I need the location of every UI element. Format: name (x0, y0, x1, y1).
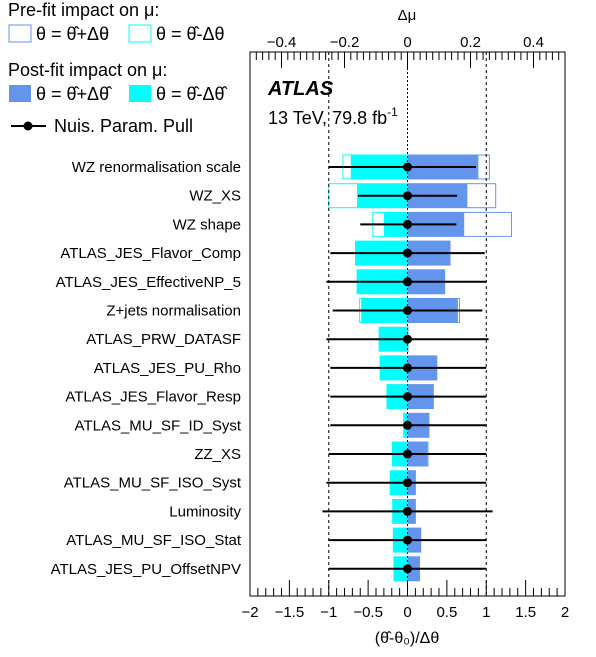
top-tick-label: −0.4 (267, 34, 297, 51)
parameter-label: WZ shape (173, 216, 241, 233)
parameter-label: ATLAS_PRW_DATASF (86, 331, 241, 348)
parameter-label: Luminosity (169, 503, 241, 520)
pull-marker (403, 162, 412, 172)
legend-postfit-up-label: θ = θ̂+Δθ̂ (36, 84, 112, 104)
pull-marker (403, 306, 412, 315)
parameter-label: ATLAS_MU_SF_ISO_Syst (64, 475, 242, 492)
top-axis: −0.4 −0.2 0 0.2 0.4 (249, 34, 566, 68)
bottom-tick-label: 2 (561, 604, 569, 621)
bottom-tick-label: 0 (403, 604, 411, 621)
bottom-tick-label: −0.5 (353, 604, 383, 621)
pull-marker (403, 219, 412, 229)
legend-postfit-down-swatch (129, 85, 151, 102)
parameter-label: Z+jets normalisation (106, 303, 241, 320)
top-axis-title: Δμ (398, 7, 417, 24)
parameter-label: ATLAS_MU_SF_ID_Syst (75, 417, 242, 434)
pull-marker (403, 191, 412, 201)
pull-marker (403, 420, 412, 430)
bottom-axis: −2 −1.5 −1 −0.5 0 0.5 1 1.5 2 (241, 580, 569, 621)
energy-label-text: 13 TeV, 79.8 fb (268, 108, 387, 128)
legend-postfit-up-swatch (9, 85, 31, 102)
parameter-label: ATLAS_JES_EffectiveNP_5 (56, 274, 241, 291)
pull-marker (403, 506, 412, 516)
pull-marker (403, 478, 412, 488)
atlas-label: ATLAS (267, 78, 334, 100)
energy-label-sup: -1 (387, 105, 398, 119)
bottom-tick-label: 1.5 (515, 604, 536, 621)
bottom-tick-label: −1 (320, 604, 337, 621)
pull-marker (403, 277, 412, 287)
parameter-label: ATLAS_MU_SF_ISO_Stat (66, 532, 242, 549)
top-tick-label: 0 (403, 34, 411, 51)
parameter-label: ATLAS_JES_PU_Rho (94, 360, 241, 377)
pull-marker (403, 392, 412, 402)
reference-lines (328, 52, 487, 596)
parameter-label: ATLAS_JES_Flavor_Comp (60, 245, 241, 262)
legend-prefit-down-swatch (128, 24, 152, 43)
top-tick-label: 0.4 (523, 34, 544, 51)
parameter-label: ATLAS_JES_Flavor_Resp (65, 389, 241, 406)
parameter-label: ZZ_XS (194, 446, 241, 463)
legend-postfit-down-label: θ = θ̂-Δθ̂ (156, 84, 228, 104)
pull-markers (322, 162, 493, 574)
legend-prefit-up-label: θ = θ̂+Δθ (36, 24, 109, 44)
bottom-tick-label: 0.5 (436, 604, 457, 621)
parameter-label: WZ renormalisation scale (72, 159, 241, 176)
legend-prefit-title: Pre-fit impact on μ: (8, 0, 159, 20)
top-tick-label: −0.2 (330, 34, 360, 51)
legend-prefit-down-label: θ = θ̂-Δθ (156, 24, 225, 44)
bottom-tick-label: −2 (241, 604, 258, 621)
pull-marker (403, 449, 412, 459)
pull-marker (403, 535, 412, 545)
bottom-tick-label: 1 (482, 604, 490, 621)
bottom-axis-title: (θ̂-θ₀)/Δθ (375, 630, 440, 647)
pull-marker (403, 564, 412, 574)
pull-marker (403, 363, 412, 373)
pull-marker (403, 334, 412, 344)
energy-label: 13 TeV, 79.8 fb-1 (268, 105, 398, 128)
top-tick-label: 0.2 (460, 34, 481, 51)
pull-marker (403, 248, 412, 258)
parameter-label: ATLAS_JES_PU_OffsetNPV (51, 561, 241, 578)
bottom-tick-label: −1.5 (275, 604, 305, 621)
legend: Pre-fit impact on μ: θ = θ̂+Δθ θ = θ̂-Δθ… (8, 0, 228, 136)
legend-postfit-title: Post-fit impact on μ: (8, 60, 167, 80)
parameter-label: WZ_XS (189, 188, 241, 205)
legend-pull-marker (23, 121, 33, 131)
parameter-labels: WZ renormalisation scale WZ_XS WZ shape ATL… (51, 159, 242, 578)
legend-prefit-up-swatch (8, 24, 32, 43)
legend-pull-label: Nuis. Param. Pull (54, 116, 193, 136)
